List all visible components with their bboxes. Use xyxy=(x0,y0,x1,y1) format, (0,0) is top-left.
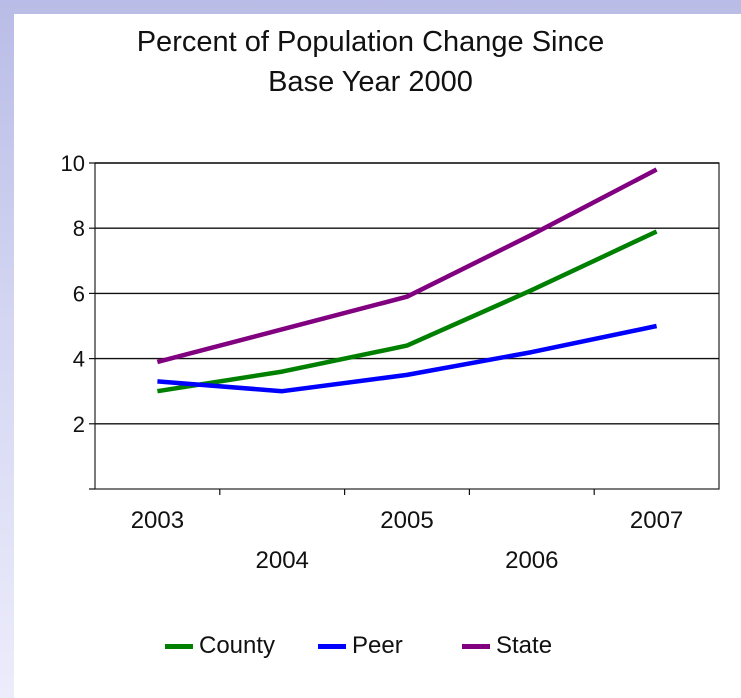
legend-item-state: State xyxy=(462,626,552,666)
x-tick-label-2004: 2004 xyxy=(256,547,309,574)
series-line-county xyxy=(157,229,658,394)
legend-item-county: County xyxy=(165,626,275,666)
x-tick-label-2007: 2007 xyxy=(630,507,683,534)
chart-legend: County Peer State xyxy=(0,626,741,666)
legend-label-state: State xyxy=(496,632,553,659)
x-tick-label-2005: 2005 xyxy=(380,507,433,534)
legend-item-peer: Peer xyxy=(318,626,403,666)
y-tick-label-4: 4 xyxy=(73,347,85,372)
y-tick-label-8: 8 xyxy=(73,216,85,241)
legend-swatch-state xyxy=(462,643,490,649)
legend-label-peer: Peer xyxy=(352,632,403,659)
y-tick-label-10: 10 xyxy=(61,151,85,176)
y-tick-label-6: 6 xyxy=(73,281,85,306)
legend-swatch-county xyxy=(165,643,193,649)
chart-title-line-2: Base Year 2000 xyxy=(268,66,473,98)
chart-title: Percent of Population Change Since Base … xyxy=(0,22,741,102)
series-line-peer xyxy=(157,323,658,394)
legend-swatch-peer xyxy=(318,643,346,649)
chart-title-line-1: Percent of Population Change Since xyxy=(136,26,605,58)
x-tick-label-2006: 2006 xyxy=(505,547,558,574)
y-tick-label-2: 2 xyxy=(73,412,85,437)
x-tick-label-2003: 2003 xyxy=(131,507,184,534)
plot-area xyxy=(94,162,720,490)
series-line-state xyxy=(156,167,658,365)
legend-label-county: County xyxy=(199,632,276,659)
